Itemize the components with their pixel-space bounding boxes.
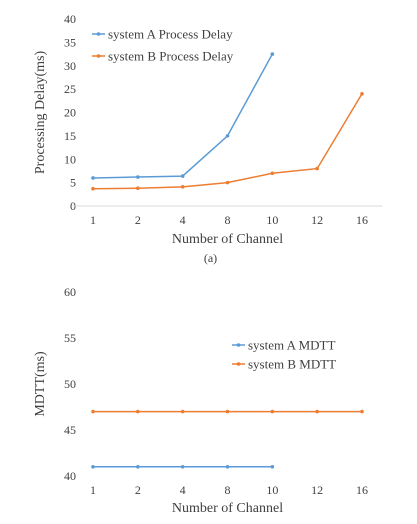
x-axis-title: Number of Channel: [172, 232, 283, 247]
data-point: [136, 465, 140, 469]
data-point: [180, 185, 185, 189]
x-tick-label: 4: [180, 483, 186, 497]
x-tick-label: 16: [356, 483, 368, 497]
y-tick-label: 10: [64, 152, 76, 166]
data-point: [270, 465, 275, 469]
data-point: [180, 409, 185, 414]
legend-label: system A Process Delay: [108, 27, 233, 42]
x-tick-label: 2: [135, 483, 141, 497]
series-line-1: [92, 53, 273, 179]
x-tick-label: 16: [356, 213, 368, 227]
x-tick-label: 1: [90, 483, 96, 497]
y-tick-label: 35: [64, 35, 76, 49]
data-point: [91, 465, 95, 469]
x-tick-label: 10: [266, 483, 278, 497]
data-point: [315, 409, 319, 414]
data-point: [136, 175, 140, 179]
legend-label: system B Process Delay: [108, 49, 234, 64]
data-point: [270, 52, 275, 56]
data-point: [180, 465, 185, 469]
y-tick-label: 20: [64, 106, 76, 120]
x-axis-title: Number of Channel: [172, 501, 283, 516]
legend-label: system A MDTT: [248, 338, 335, 353]
x-tick-label: 4: [180, 213, 186, 227]
y-tick-label: 55: [64, 331, 76, 345]
data-point: [360, 92, 364, 96]
y-tick-label: 15: [64, 129, 76, 143]
chart-caption: (a): [204, 251, 217, 265]
x-tick-label: 8: [225, 483, 231, 497]
y-tick-label: 60: [64, 285, 76, 299]
y-axis-title: Processing Delay(ms): [33, 51, 48, 175]
legend-label: system B MDTT: [248, 357, 336, 372]
data-point: [180, 174, 185, 178]
y-tick-label: 40: [64, 469, 76, 483]
data-point: [91, 186, 95, 191]
data-point: [225, 409, 230, 414]
data-point: [136, 409, 140, 414]
x-tick-label: 2: [135, 213, 141, 227]
data-point: [136, 186, 140, 191]
x-tick-label: 10: [266, 213, 278, 227]
y-tick-label: 5: [70, 176, 76, 190]
legend-marker: [236, 343, 241, 347]
data-point: [225, 180, 230, 185]
y-tick-label: 30: [64, 59, 76, 73]
y-tick-label: 45: [64, 423, 76, 437]
data-point: [270, 409, 275, 414]
x-tick-label: 12: [311, 483, 323, 497]
series-line-2: [92, 93, 363, 190]
y-tick-label: 50: [64, 377, 76, 391]
data-point: [225, 465, 230, 469]
data-point: [91, 176, 95, 180]
x-tick-label: 12: [311, 213, 323, 227]
legend-marker: [96, 32, 101, 36]
data-point: [225, 134, 230, 138]
data-point: [270, 171, 275, 176]
y-tick-label: 25: [64, 82, 76, 96]
x-tick-label: 8: [225, 213, 231, 227]
data-point: [91, 409, 95, 414]
legend-marker: [96, 54, 101, 58]
data-point: [360, 409, 364, 414]
y-axis-title: MDTT(ms): [33, 351, 48, 417]
y-tick-label: 40: [64, 12, 76, 26]
x-tick-label: 1: [90, 213, 96, 227]
data-point: [315, 166, 319, 171]
legend-marker: [236, 362, 241, 366]
